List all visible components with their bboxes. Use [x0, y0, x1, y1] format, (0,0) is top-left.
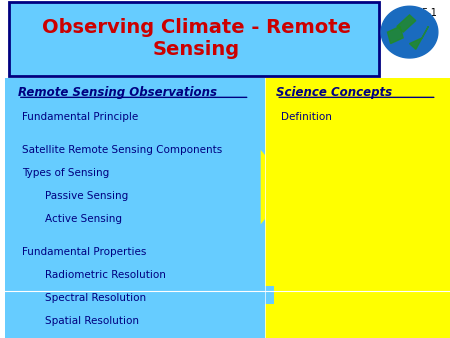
Text: Active Sensing: Active Sensing [45, 214, 122, 224]
Text: Types of Sensing: Types of Sensing [22, 168, 110, 178]
Text: Fundamental Principle: Fundamental Principle [22, 112, 139, 122]
Text: Definition: Definition [281, 112, 332, 122]
Polygon shape [397, 15, 416, 32]
Polygon shape [261, 286, 274, 304]
Polygon shape [261, 150, 292, 224]
Text: Fundamental Properties: Fundamental Properties [22, 247, 147, 257]
Text: Passive Sensing: Passive Sensing [45, 191, 128, 201]
Text: Spectral Resolution: Spectral Resolution [45, 293, 146, 303]
Text: Observing Climate - Remote
Sensing: Observing Climate - Remote Sensing [41, 18, 351, 59]
Text: Remote Sensing Observations: Remote Sensing Observations [18, 86, 217, 99]
FancyBboxPatch shape [9, 2, 379, 76]
Text: Radiometric Resolution: Radiometric Resolution [45, 270, 166, 280]
Bar [265, 78, 450, 338]
Text: Science Concepts: Science Concepts [276, 86, 392, 99]
Text: Spatial Resolution: Spatial Resolution [45, 316, 139, 326]
Bar [4, 78, 265, 338]
Text: Satellite Remote Sensing Components: Satellite Remote Sensing Components [22, 145, 223, 155]
Polygon shape [387, 26, 403, 44]
Polygon shape [381, 6, 438, 58]
Polygon shape [410, 26, 428, 49]
Text: 5-1: 5-1 [421, 8, 436, 19]
